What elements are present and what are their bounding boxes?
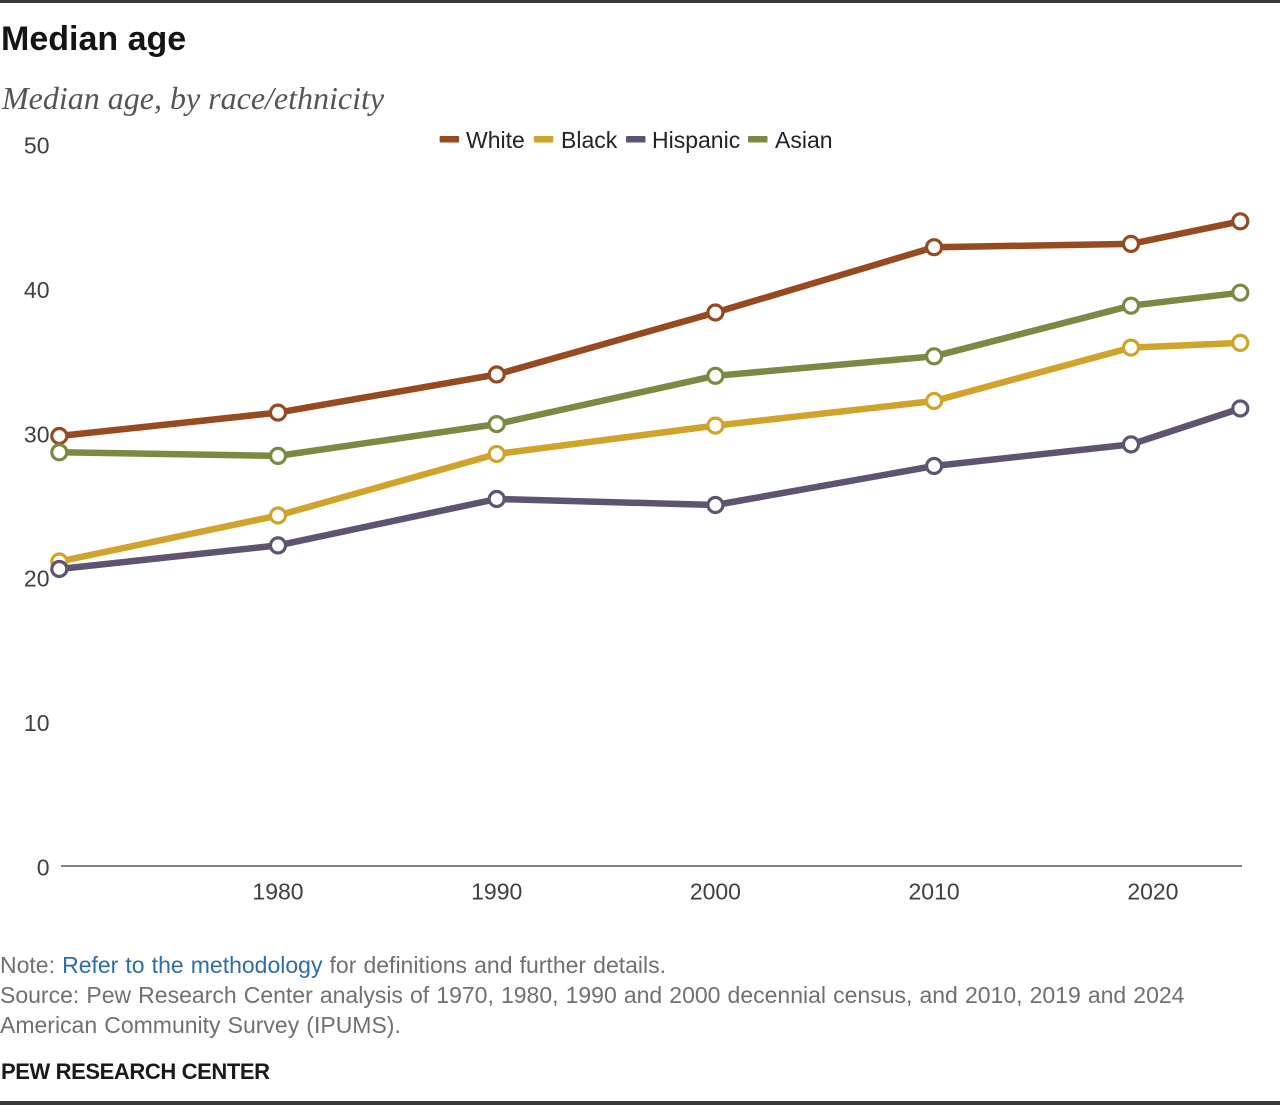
svg-text:Black: Black: [561, 127, 618, 153]
svg-text:10: 10: [24, 710, 50, 736]
svg-text:2000: 2000: [690, 879, 741, 905]
svg-text:0: 0: [37, 855, 50, 881]
svg-text:40: 40: [24, 277, 50, 303]
svg-text:2010: 2010: [909, 879, 960, 905]
svg-text:1980: 1980: [252, 879, 303, 905]
svg-text:30: 30: [24, 421, 50, 447]
svg-text:Hispanic: Hispanic: [652, 127, 740, 153]
svg-text:2020: 2020: [1127, 879, 1178, 905]
svg-text:Asian: Asian: [775, 127, 833, 153]
svg-text:20: 20: [24, 566, 50, 592]
svg-text:1990: 1990: [471, 879, 522, 905]
svg-text:50: 50: [24, 133, 50, 159]
svg-text:White: White: [466, 127, 525, 153]
